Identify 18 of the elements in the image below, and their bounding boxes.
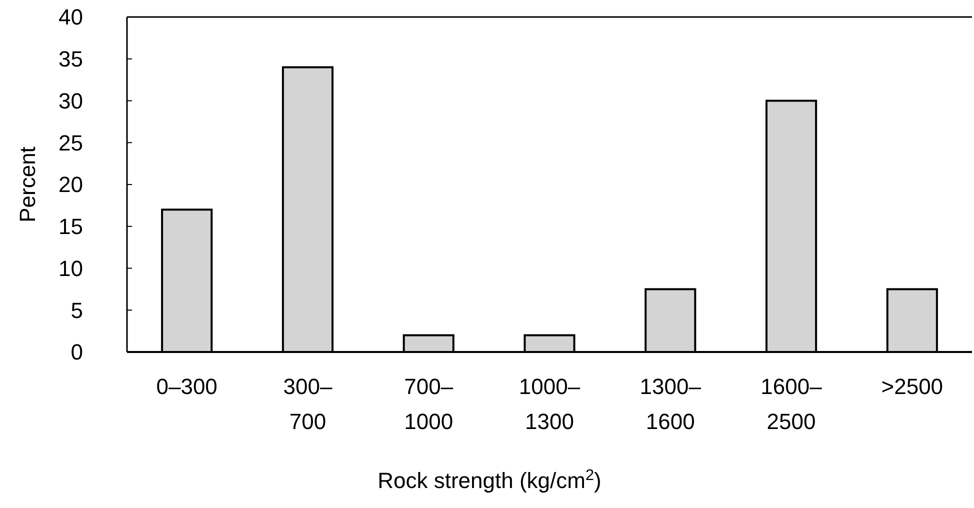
x-tick-label: 300– 700	[283, 374, 333, 434]
x-tick-label: 1300– 1600	[640, 374, 702, 434]
y-tick-label: 15	[58, 214, 83, 240]
y-tick-label: 35	[58, 46, 83, 72]
y-tick-label: 30	[58, 88, 83, 114]
y-axis-title: Percent	[15, 146, 40, 222]
x-tick-label: 1600– 2500	[760, 374, 823, 434]
y-tick-label: 5	[70, 298, 83, 323]
y-tick-label: 20	[58, 172, 83, 198]
x-tick-label: 0–300	[156, 374, 218, 399]
x-tick-label: >2500	[881, 374, 944, 399]
y-tick-label: 25	[58, 130, 83, 156]
x-tick-label: 1000– 1300	[518, 374, 581, 434]
x-tick-label: 700– 1000	[404, 374, 454, 434]
y-tick-label: 40	[58, 4, 83, 30]
x-axis-title: Rock strength (kg/cm$^{2}$)	[378, 466, 602, 493]
y-tick-label: 0	[70, 340, 83, 365]
y-tick-label: 10	[58, 256, 83, 281]
